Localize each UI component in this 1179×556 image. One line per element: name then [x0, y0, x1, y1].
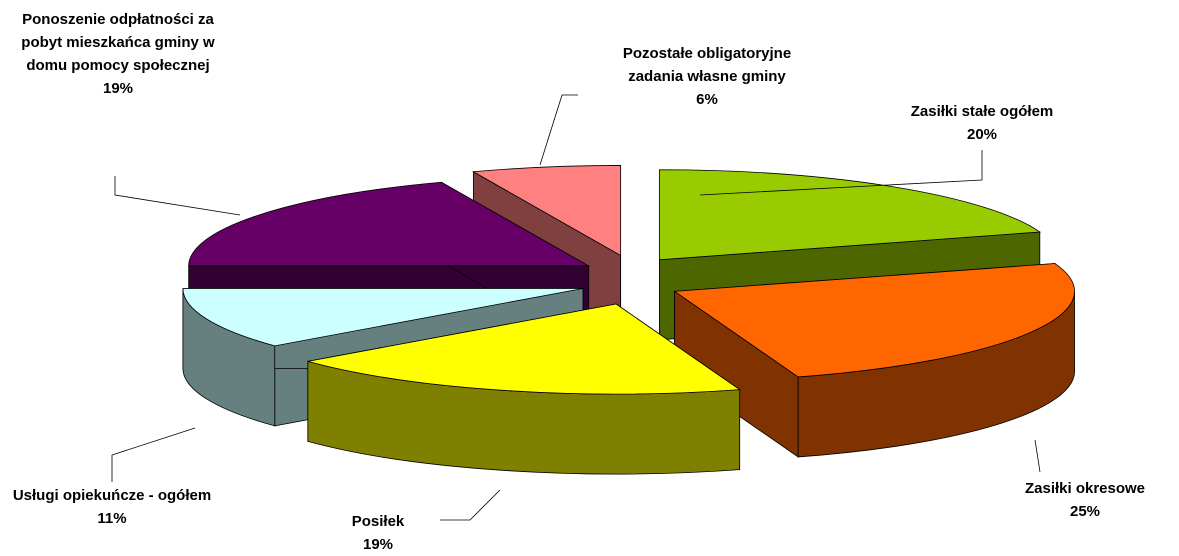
leader-line	[699, 150, 983, 196]
slice	[307, 303, 741, 395]
leader-line	[539, 94, 578, 166]
data-label: Ponoszenie odpłatności za pobyt mieszkań…	[1, 8, 236, 100]
leader-line	[111, 427, 196, 482]
label-value: 19%	[362, 536, 394, 553]
leader-line	[114, 176, 241, 216]
label-name: Pozostałe obligatoryjne zadania własne g…	[622, 45, 792, 85]
label-value: 25%	[1069, 503, 1101, 520]
slice	[673, 263, 1075, 378]
data-label: Posiłek 19%	[303, 510, 453, 556]
label-value: 20%	[966, 126, 998, 143]
data-label: Zasiłki stałe ogółem 20%	[852, 100, 1112, 146]
leader-line	[1034, 439, 1041, 473]
data-label: Pozostałe obligatoryjne zadania własne g…	[615, 42, 800, 111]
label-value: 11%	[97, 510, 127, 527]
slice	[472, 165, 622, 257]
label-value: 6%	[696, 91, 718, 108]
label-value: 19%	[102, 80, 134, 97]
slice	[182, 288, 584, 347]
data-label: Zasiłki okresowe 25%	[985, 477, 1179, 523]
slice	[188, 181, 591, 267]
label-name: Ponoszenie odpłatności za pobyt mieszkań…	[21, 11, 215, 74]
leader-line	[440, 489, 501, 521]
label-name: Posiłek	[351, 513, 405, 530]
label-name: Usługi opiekuńcze - ogółem	[12, 487, 212, 504]
label-name: Zasiłki stałe ogółem	[910, 103, 1054, 120]
data-label: Usługi opiekuńcze - ogółem 11%	[12, 484, 212, 530]
label-name: Zasiłki okresowe	[1024, 480, 1146, 497]
